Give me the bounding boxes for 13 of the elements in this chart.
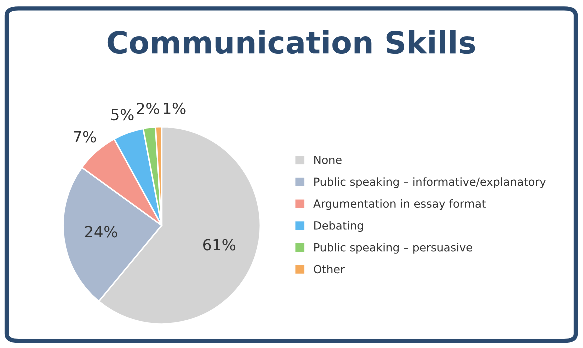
data-label: 5%	[112, 109, 134, 121]
chart-title: Communication Skills	[108, 30, 476, 54]
data-label: 1%	[164, 102, 186, 114]
data-label: 61%	[203, 239, 236, 251]
data-label: 7%	[74, 131, 96, 143]
legend-label: None	[314, 156, 342, 164]
data-label: 2%	[137, 102, 160, 115]
legend-label: Argumentation in essay format	[314, 199, 486, 210]
data-label: 24%	[85, 226, 118, 238]
legend-label: Public speaking – persuasive	[314, 243, 472, 254]
legend-label: Public speaking – informative/explanatory	[314, 178, 546, 188]
legend-label: Debating	[314, 221, 364, 232]
legend-label: Other	[314, 265, 345, 274]
